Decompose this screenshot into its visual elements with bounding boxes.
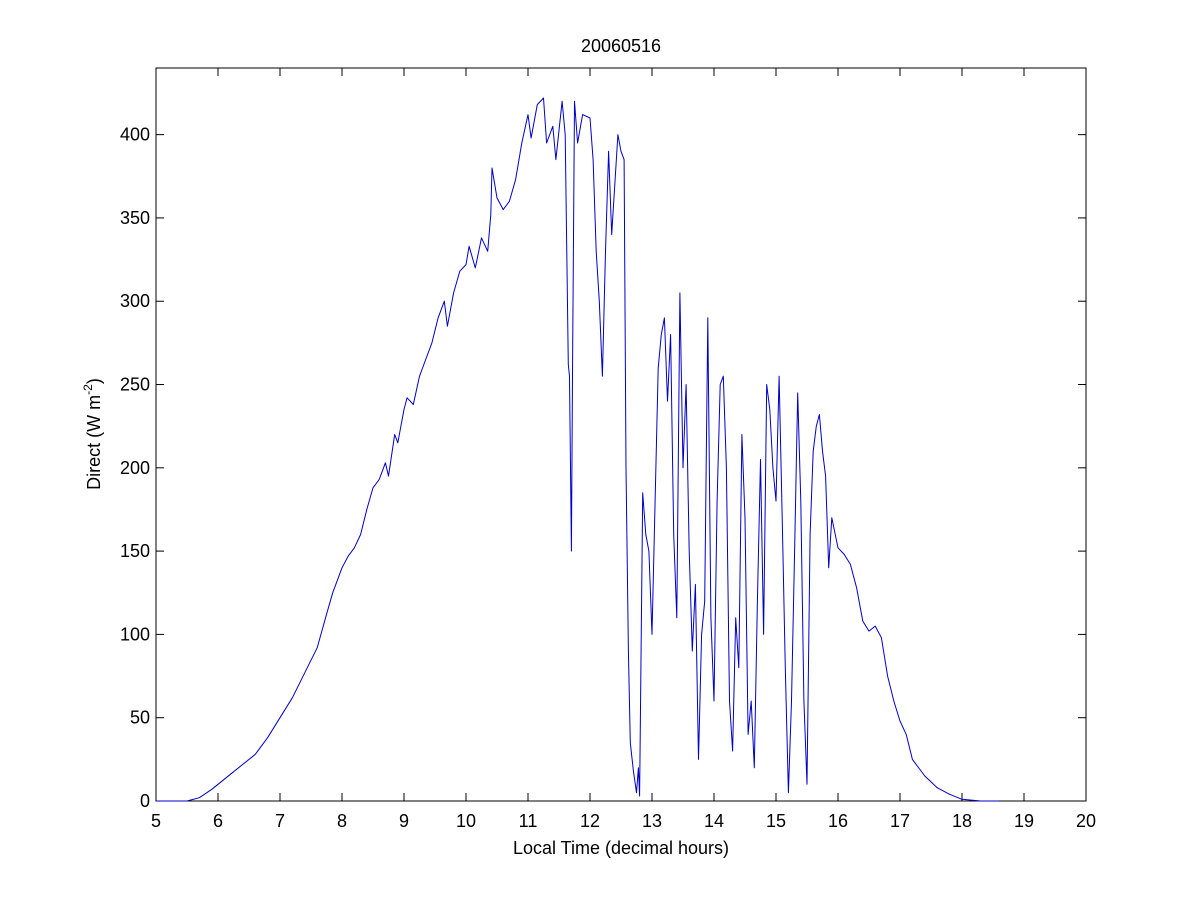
x-tick-label: 14 bbox=[704, 811, 724, 831]
chart-title: 20060516 bbox=[581, 36, 661, 56]
y-tick-label: 0 bbox=[140, 791, 150, 811]
x-tick-label: 11 bbox=[519, 811, 538, 831]
x-tick-label: 8 bbox=[337, 811, 347, 831]
x-tick-label: 10 bbox=[456, 811, 476, 831]
x-tick-label: 6 bbox=[213, 811, 223, 831]
y-axis-label-main: Direct (W m bbox=[84, 395, 104, 490]
series-line-0 bbox=[156, 97, 1000, 802]
y-tick-label: 50 bbox=[130, 708, 150, 728]
y-axis-label-sup: -2 bbox=[81, 384, 95, 395]
x-tick-label: 18 bbox=[952, 811, 972, 831]
plot-area bbox=[155, 67, 1087, 802]
y-axis-label: Direct (W m-2) bbox=[81, 378, 104, 490]
y-tick-label: 150 bbox=[120, 541, 150, 561]
y-tick-label: 250 bbox=[120, 375, 150, 395]
x-tick-label: 7 bbox=[275, 811, 285, 831]
x-tick-label: 9 bbox=[399, 811, 409, 831]
y-tick-label: 100 bbox=[120, 624, 150, 644]
x-tick-label: 17 bbox=[890, 811, 910, 831]
series-group bbox=[156, 97, 1000, 802]
y-tick-label: 400 bbox=[120, 125, 150, 145]
x-axis: 5 6 7 8 9 10 11 12 13 14 15 16 17 18 19 20 bbox=[151, 68, 1096, 831]
y-tick-label: 200 bbox=[120, 458, 150, 478]
x-tick-label: 13 bbox=[642, 811, 662, 831]
y-axis: 0 50 100 150 200 250 300 350 400 bbox=[120, 125, 1086, 811]
x-tick-label: 5 bbox=[151, 811, 161, 831]
x-axis-label: Local Time (decimal hours) bbox=[513, 838, 729, 858]
x-tick-label: 16 bbox=[828, 811, 848, 831]
x-tick-label: 15 bbox=[766, 811, 786, 831]
x-tick-label: 19 bbox=[1014, 811, 1034, 831]
y-axis-label-close: ) bbox=[84, 378, 104, 384]
x-tick-label: 12 bbox=[580, 811, 600, 831]
x-tick-label: 20 bbox=[1076, 811, 1096, 831]
y-tick-label: 300 bbox=[120, 291, 150, 311]
y-tick-label: 350 bbox=[120, 208, 150, 228]
